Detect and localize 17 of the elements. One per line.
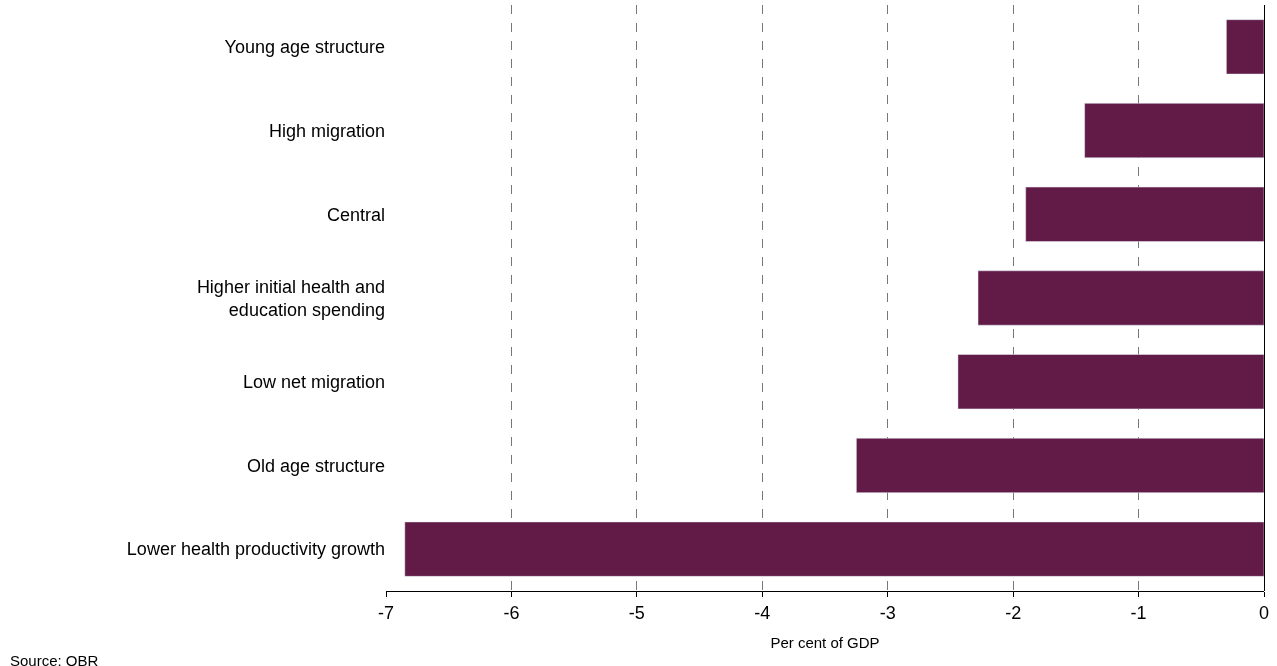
x-tick-label: -5: [628, 602, 645, 623]
y-tick-label: Lower health productivity growth: [126, 539, 385, 560]
y-tick-label: Central: [326, 204, 385, 225]
x-tick-label: -7: [377, 602, 395, 623]
x-tick-label: -3: [879, 602, 896, 623]
y-tick-label: Low net migration: [242, 372, 385, 393]
x-axis-title: Per cent of GDP: [770, 633, 880, 651]
x-tick-label: -4: [754, 602, 771, 623]
x-tick-label: 0: [1258, 602, 1270, 623]
x-tick-label: -2: [1005, 602, 1022, 623]
y-tick-label: Higher initial health and education spending: [196, 276, 385, 320]
y-tick-label: Old age structure: [246, 455, 385, 476]
source-note: Source: OBR: [10, 652, 99, 666]
x-tick-label: -1: [1130, 602, 1147, 623]
x-tick-label: -6: [503, 602, 520, 623]
y-tick-label: High migration: [268, 120, 385, 141]
y-tick-label: Young age structure: [224, 37, 385, 58]
